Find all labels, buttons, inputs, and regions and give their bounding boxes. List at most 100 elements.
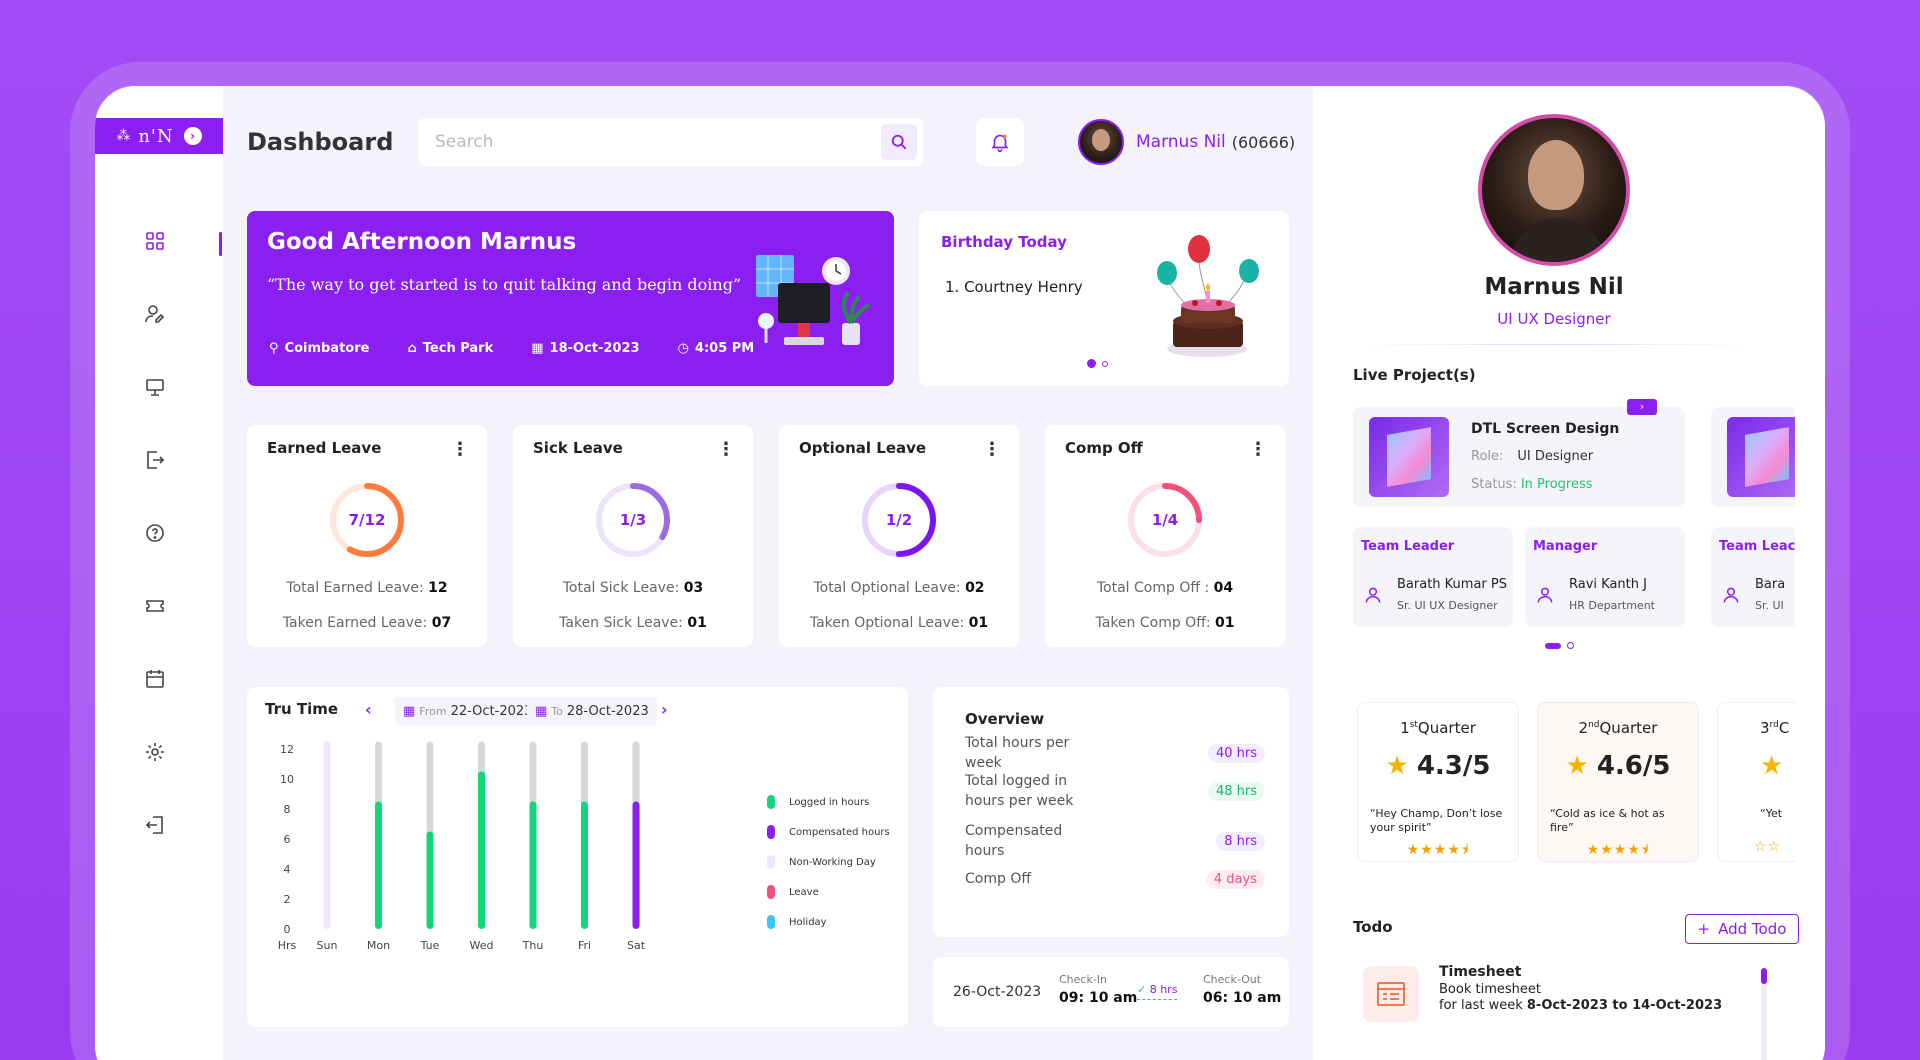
leave-taken: Taken Sick Leave: 01	[513, 615, 753, 631]
sidebar-toggle-button[interactable]: ›	[183, 127, 202, 145]
project-role-label: Role:	[1471, 449, 1504, 464]
sidebar-item-exit[interactable]	[135, 805, 175, 845]
bar-compensated-hours[interactable]	[632, 801, 640, 930]
header-user-menu[interactable]: Marnus Nil (60666)	[1078, 119, 1295, 165]
team-member-role: Manager	[1533, 539, 1598, 554]
sidebar-item-help[interactable]	[135, 513, 175, 553]
check-out-label: Check-Out	[1203, 973, 1262, 986]
avatar	[1078, 119, 1124, 165]
leave-taken-value: 01	[968, 615, 989, 631]
birthday-carousel-dots	[1087, 359, 1108, 368]
bar-logged-hours[interactable]	[375, 801, 382, 930]
profile-avatar[interactable]	[1478, 114, 1630, 266]
profile-name: Marnus Nil	[1484, 274, 1624, 300]
legend-item: Non-Working Day	[767, 847, 890, 877]
quarter-sup: nd	[1588, 720, 1600, 730]
greeting-time: ◷ 4:05 PM	[678, 341, 755, 356]
project-role: Role: UI Designer	[1471, 449, 1593, 464]
logo-bar[interactable]: ⁂ n'N ›	[95, 118, 223, 154]
todo-item[interactable]: Timesheet Book timesheet for last week 8…	[1353, 958, 1773, 1038]
user-icon	[1365, 587, 1381, 603]
ring-progress	[596, 483, 670, 557]
carousel-dot[interactable]	[1545, 642, 1561, 649]
add-todo-button[interactable]: + Add Todo	[1685, 914, 1799, 944]
more-options-icon[interactable]: ⋮	[717, 439, 735, 460]
team-member-card: Team Leader Barath Kumar PS Sr. UI UX De…	[1353, 527, 1513, 627]
plus-icon: +	[1697, 920, 1711, 938]
birthday-card: Birthday Today 1. Courtney Henry	[919, 211, 1289, 386]
project-next-button[interactable]: ›	[1627, 399, 1657, 415]
next-week-button[interactable]: ›	[661, 700, 668, 719]
team-member-name: Ravi Kanth J	[1569, 577, 1647, 592]
sidebar-item-calendar[interactable]	[135, 659, 175, 699]
add-todo-label: Add Todo	[1718, 920, 1787, 938]
ring-progress	[1128, 483, 1202, 557]
sidebar-item-dashboard[interactable]	[135, 221, 175, 261]
to-label: To	[551, 704, 563, 718]
quarter-ord: 2	[1578, 719, 1589, 737]
project-card[interactable]	[1711, 407, 1795, 507]
bar-logged-hours[interactable]	[581, 801, 588, 930]
bar-logged-hours[interactable]	[426, 831, 434, 930]
overview-label: Total hours per week	[965, 735, 1070, 771]
quarter-rating-card: 3rdC ★ “Yet ☆☆	[1717, 702, 1795, 862]
project-status-label: Status:	[1471, 477, 1517, 492]
header-user-name: Marnus Nil	[1136, 132, 1226, 152]
more-options-icon[interactable]: ⋮	[983, 439, 1001, 460]
search-bar	[419, 118, 923, 166]
overview-row: Compensated hours 8 hrs	[965, 821, 1265, 861]
bar-logged-hours[interactable]	[478, 771, 485, 930]
bar-logged-hours[interactable]	[529, 801, 537, 930]
sidebar-item-presentation[interactable]	[135, 367, 175, 407]
overview-label: Compensated hours	[965, 823, 1063, 859]
leave-taken-label: Taken Earned Leave:	[282, 615, 428, 631]
quarter-title: 2ndQuarter	[1538, 719, 1698, 737]
project-card[interactable]: DTL Screen Design Role: UI Designer Statu…	[1353, 407, 1685, 507]
search-input[interactable]	[435, 132, 875, 152]
ticket-icon	[146, 600, 164, 612]
team-member-card: Team Leac Bara Sr. UI	[1711, 527, 1795, 627]
leave-card-earned: Earned Leave ⋮ 7/12 Total Earned Leave: …	[247, 425, 487, 647]
quarter-sup: st	[1409, 720, 1418, 730]
leave-total: Total Comp Off : 04	[1045, 580, 1285, 596]
search-button[interactable]	[881, 124, 917, 160]
todo-item-range: 8-Oct-2023 to 14-Oct-2023	[1526, 998, 1723, 1013]
to-date-picker[interactable]: ▦ To 28-Oct-2023	[527, 697, 657, 725]
y-axis-label: Hrs	[278, 939, 297, 952]
leave-title: Sick Leave	[533, 439, 623, 457]
sidebar-item-logout-box[interactable]	[135, 440, 175, 480]
bar-non-working[interactable]	[323, 741, 331, 930]
building-icon: ⌂	[407, 341, 417, 356]
x-tick-label: Sun	[317, 939, 338, 952]
prev-week-button[interactable]: ‹	[365, 700, 372, 719]
overview-row: Total logged in hours per week 48 hrs	[965, 771, 1265, 811]
sidebar-item-profile[interactable]	[135, 294, 175, 334]
overview-row: Total hours per week 40 hrs	[965, 733, 1265, 773]
team-member-role: Team Leader	[1361, 539, 1455, 554]
legend-item: Logged in hours	[767, 787, 890, 817]
sidebar-item-ticket[interactable]	[135, 586, 175, 626]
sidebar-item-settings[interactable]	[135, 732, 175, 772]
birthday-entry: 1. Courtney Henry	[945, 278, 1083, 296]
todo-scrollbar[interactable]	[1761, 968, 1767, 1060]
legend-item: Leave	[767, 877, 890, 907]
team-member-role: Team Leac	[1719, 539, 1795, 554]
from-date-picker[interactable]: ▦ From 22-Oct-2023	[395, 697, 541, 725]
logo-dots-icon: ⁂	[116, 128, 130, 144]
todo-item-line1: Book timesheet	[1439, 982, 1541, 997]
carousel-dot[interactable]	[1102, 360, 1108, 367]
workspace-illustration-icon	[756, 255, 870, 345]
to-date: 28-Oct-2023	[566, 703, 649, 719]
notifications-button[interactable]	[976, 118, 1024, 166]
todo-item-desc: Book timesheet for last week 8-Oct-2023 …	[1439, 982, 1722, 1014]
person-pin-icon: ⚲	[269, 341, 279, 356]
settings-icon	[146, 743, 164, 761]
user-icon	[1537, 587, 1553, 603]
live-projects-title: Live Project(s)	[1353, 366, 1476, 384]
carousel-dot[interactable]	[1567, 642, 1574, 649]
overview-label: Total logged in hours per week	[965, 773, 1074, 809]
more-options-icon[interactable]: ⋮	[1249, 439, 1267, 460]
more-options-icon[interactable]: ⋮	[451, 439, 469, 460]
carousel-dot[interactable]	[1087, 359, 1096, 368]
greeting-title: Good Afternoon Marnus	[267, 229, 577, 255]
